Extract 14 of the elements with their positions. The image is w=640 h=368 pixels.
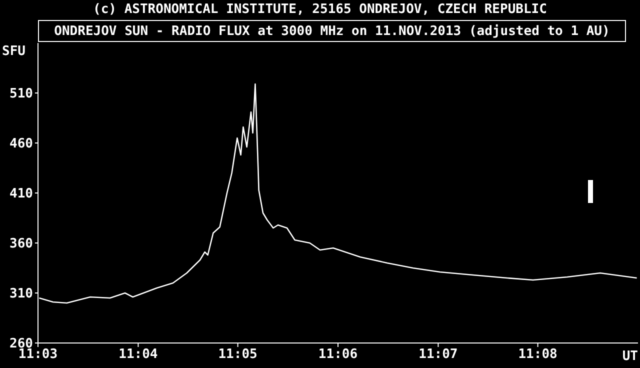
y-tick-label: 310 <box>10 286 34 302</box>
text: (c) ASTRONOMICAL INSTITUTE, 25165 ONDREJOV, CZECH REPUBLIC <box>92 2 548 17</box>
x-tick-label: 11:05 <box>218 347 258 362</box>
x-tick-label: 11:06 <box>318 347 358 362</box>
y-tick-label: 510 <box>10 86 34 102</box>
y-tick-label: 410 <box>10 186 34 202</box>
x-axis-title: UT <box>622 349 638 364</box>
chart-title: ONDREJOV SUN - RADIO FLUX at 3000 MHz on 11.NOV.2013 (adjusted to 1 AU) <box>38 20 626 42</box>
y-tick-label: 360 <box>10 236 34 252</box>
y-axis-title: SFU <box>2 44 26 59</box>
x-tick-label: 11:08 <box>518 347 558 362</box>
x-tick-label: 11:04 <box>118 347 158 362</box>
x-tick-label: 11:07 <box>418 347 458 362</box>
y-tick-label: 460 <box>10 136 34 152</box>
